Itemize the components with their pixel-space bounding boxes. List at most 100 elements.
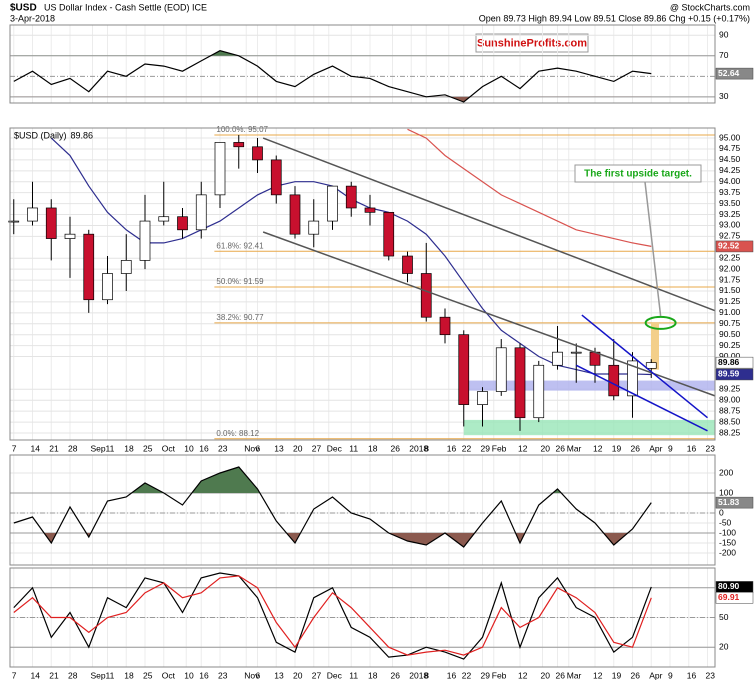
x-tick-label: 21 (49, 670, 59, 680)
x-tick-label: Sep (91, 443, 106, 453)
x-tick-label: 20 (293, 670, 303, 680)
candle-body (477, 391, 488, 405)
x-tick-label: 8 (424, 443, 429, 453)
symbol: $USD (10, 3, 37, 14)
y-tick-label: 91.50 (719, 285, 741, 295)
y-tick-label: -100 (719, 527, 736, 537)
candle-body (364, 207, 376, 213)
x-tick-label: 16 (199, 670, 209, 680)
x-tick-label: Dec (327, 443, 343, 453)
y-tick-label: 50 (719, 612, 729, 622)
candle-body (102, 273, 113, 301)
value-badge (715, 368, 754, 381)
x-tick-label: 13 (274, 670, 284, 680)
x-tick-label: 27 (312, 670, 322, 680)
fib-label: 0.0%: 88.12 (216, 429, 259, 438)
x-tick-label: 26 (631, 670, 641, 680)
trendline (262, 231, 716, 397)
y-tick-label: 89.25 (719, 384, 741, 394)
candle-body (345, 185, 357, 209)
x-tick-label: 11 (106, 670, 115, 680)
zone (463, 380, 715, 391)
y-tick-label: 95.00 (719, 132, 741, 142)
y-tick-label: 91.25 (719, 296, 741, 306)
legend-label: $USD (Daily) (14, 130, 67, 140)
x-tick-label: 18 (124, 443, 134, 453)
x-tick-label: 23 (218, 443, 228, 453)
series-line (13, 575, 652, 656)
candle-body (8, 220, 20, 223)
x-tick-label: 16 (199, 443, 209, 453)
y-tick-label: 70 (719, 50, 729, 60)
candle-body (270, 159, 282, 196)
y-tick-label: 90.25 (719, 340, 741, 350)
candle-body (645, 362, 657, 369)
x-tick-label: 27 (312, 443, 322, 453)
y-tick-label: 200 (719, 467, 733, 477)
x-tick-label: 12 (593, 670, 603, 680)
y-tick-label: 93.50 (719, 198, 741, 208)
y-tick-label: 90 (719, 30, 729, 40)
x-tick-label: 29 (481, 670, 491, 680)
value-badge (715, 67, 754, 80)
x-tick-label: 14 (31, 443, 41, 453)
x-tick-label: 10 (184, 670, 194, 680)
value-badge-label: 51.83 (718, 497, 740, 507)
y-tick-label: -50 (719, 517, 732, 527)
y-tick-label: 89.00 (719, 394, 741, 404)
x-tick-label: Feb (492, 670, 507, 680)
description: US Dollar Index - Cash Settle (EOD) ICE (44, 2, 207, 12)
x-tick-label: 16 (687, 670, 697, 680)
watermark-box (475, 33, 589, 53)
target-bar (651, 322, 659, 370)
candle-body (45, 207, 57, 239)
x-tick-label: 28 (68, 670, 78, 680)
trendline (262, 137, 716, 312)
x-tick-label: 12 (518, 443, 528, 453)
x-tick-label: 22 (462, 670, 472, 680)
candle-body (627, 360, 638, 397)
x-tick-label: 26 (556, 670, 566, 680)
value-badge-label: 89.86 (718, 357, 740, 367)
fill-area (13, 467, 652, 493)
candle-body (158, 216, 170, 222)
x-tick-label: Mar (567, 670, 582, 680)
x-tick-label: 9 (668, 670, 673, 680)
y-tick-label: 92.00 (719, 263, 741, 273)
candle-body (552, 351, 563, 366)
x-tick-label: 19 (612, 670, 622, 680)
y-tick-label: 88.75 (719, 405, 741, 415)
candle-body (64, 233, 76, 239)
x-tick-label: 11 (349, 670, 358, 680)
value-badge (715, 496, 754, 509)
y-tick-label: 100 (719, 487, 733, 497)
annotation-arrow (644, 181, 662, 316)
y-tick-label: 93.00 (719, 220, 741, 230)
x-tick-label: 11 (106, 443, 115, 453)
x-tick-label: 25 (143, 443, 153, 453)
candle-body (402, 255, 413, 274)
y-tick-label: -150 (719, 537, 736, 547)
candle-body (120, 260, 132, 274)
y-tick-label: 90.50 (719, 329, 741, 339)
x-tick-label: 21 (49, 443, 59, 453)
candle-body (514, 347, 526, 419)
candle-body (458, 334, 470, 405)
x-tick-label: Mar (567, 443, 582, 453)
x-tick-label: Nov (244, 443, 260, 453)
x-tick-label: 20 (541, 670, 551, 680)
x-tick-label: 26 (391, 670, 401, 680)
x-tick-label: 7 (12, 670, 17, 680)
fib-label: 61.8%: 92.41 (216, 241, 264, 250)
x-tick-label: 8 (424, 670, 429, 680)
value-badge (715, 592, 754, 604)
candle-body (327, 185, 338, 222)
value-badge (715, 240, 754, 253)
candle-body (139, 220, 151, 261)
value-badge-label: 89.59 (718, 369, 740, 379)
candle-body (27, 207, 38, 222)
x-tick-label: 12 (593, 443, 603, 453)
candle-body (608, 364, 620, 397)
target-ellipse (644, 315, 677, 330)
x-tick-label: 18 (368, 443, 378, 453)
